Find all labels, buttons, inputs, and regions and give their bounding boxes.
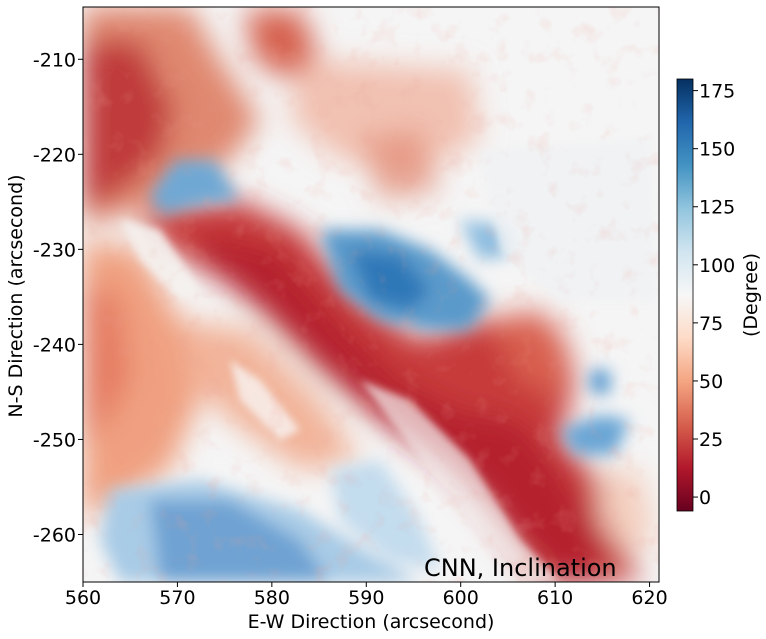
colorbar-tick-label: 25 [699, 429, 723, 451]
x-tick-label: 610 [537, 587, 573, 609]
colorbar-ticks: 0 25 50 75 100 125 150 175 [693, 81, 735, 509]
colorbar-tick-label: 150 [699, 139, 735, 161]
colorbar-ramp [677, 79, 693, 511]
x-tick-label: 590 [348, 587, 384, 609]
heatmap-texture [83, 7, 659, 582]
plot-frame [82, 6, 660, 583]
y-axis: -210 -220 -230 -240 -250 -260 [33, 49, 83, 546]
x-tick-label: 620 [631, 587, 667, 609]
colorbar-tick-label: 75 [699, 313, 723, 335]
x-tick-label: 600 [443, 587, 479, 609]
y-tick-label: -260 [33, 524, 76, 546]
y-tick-label: -240 [33, 334, 76, 356]
colorbar-tick-label: 50 [699, 371, 723, 393]
inclination-heatmap [83, 7, 659, 582]
x-axis: 560 570 580 590 600 610 620 [65, 582, 668, 609]
colorbar-label: (Degree) [740, 253, 762, 337]
colorbar-frame [676, 78, 694, 512]
colorbar-tick-label: 125 [699, 197, 735, 219]
colorbar-tick-label: 100 [699, 255, 735, 277]
x-tick-label: 560 [65, 587, 101, 609]
x-tick-label: 580 [254, 587, 290, 609]
x-tick-label: 570 [159, 587, 195, 609]
y-tick-label: -230 [33, 239, 76, 261]
colorbar-tick-label: 0 [699, 487, 711, 509]
y-tick-label: -210 [33, 49, 76, 71]
colorbar: 0 25 50 75 100 125 150 175 (Degree) [676, 78, 762, 512]
y-tick-label: -220 [33, 144, 76, 166]
y-axis-title: N-S Direction (arcsecond) [5, 174, 27, 417]
panel-annotation: CNN, Inclination [424, 554, 617, 582]
x-axis-title: E-W Direction (arcsecond) [248, 611, 495, 633]
y-tick-label: -250 [33, 429, 76, 451]
colorbar-tick-label: 175 [699, 81, 735, 103]
